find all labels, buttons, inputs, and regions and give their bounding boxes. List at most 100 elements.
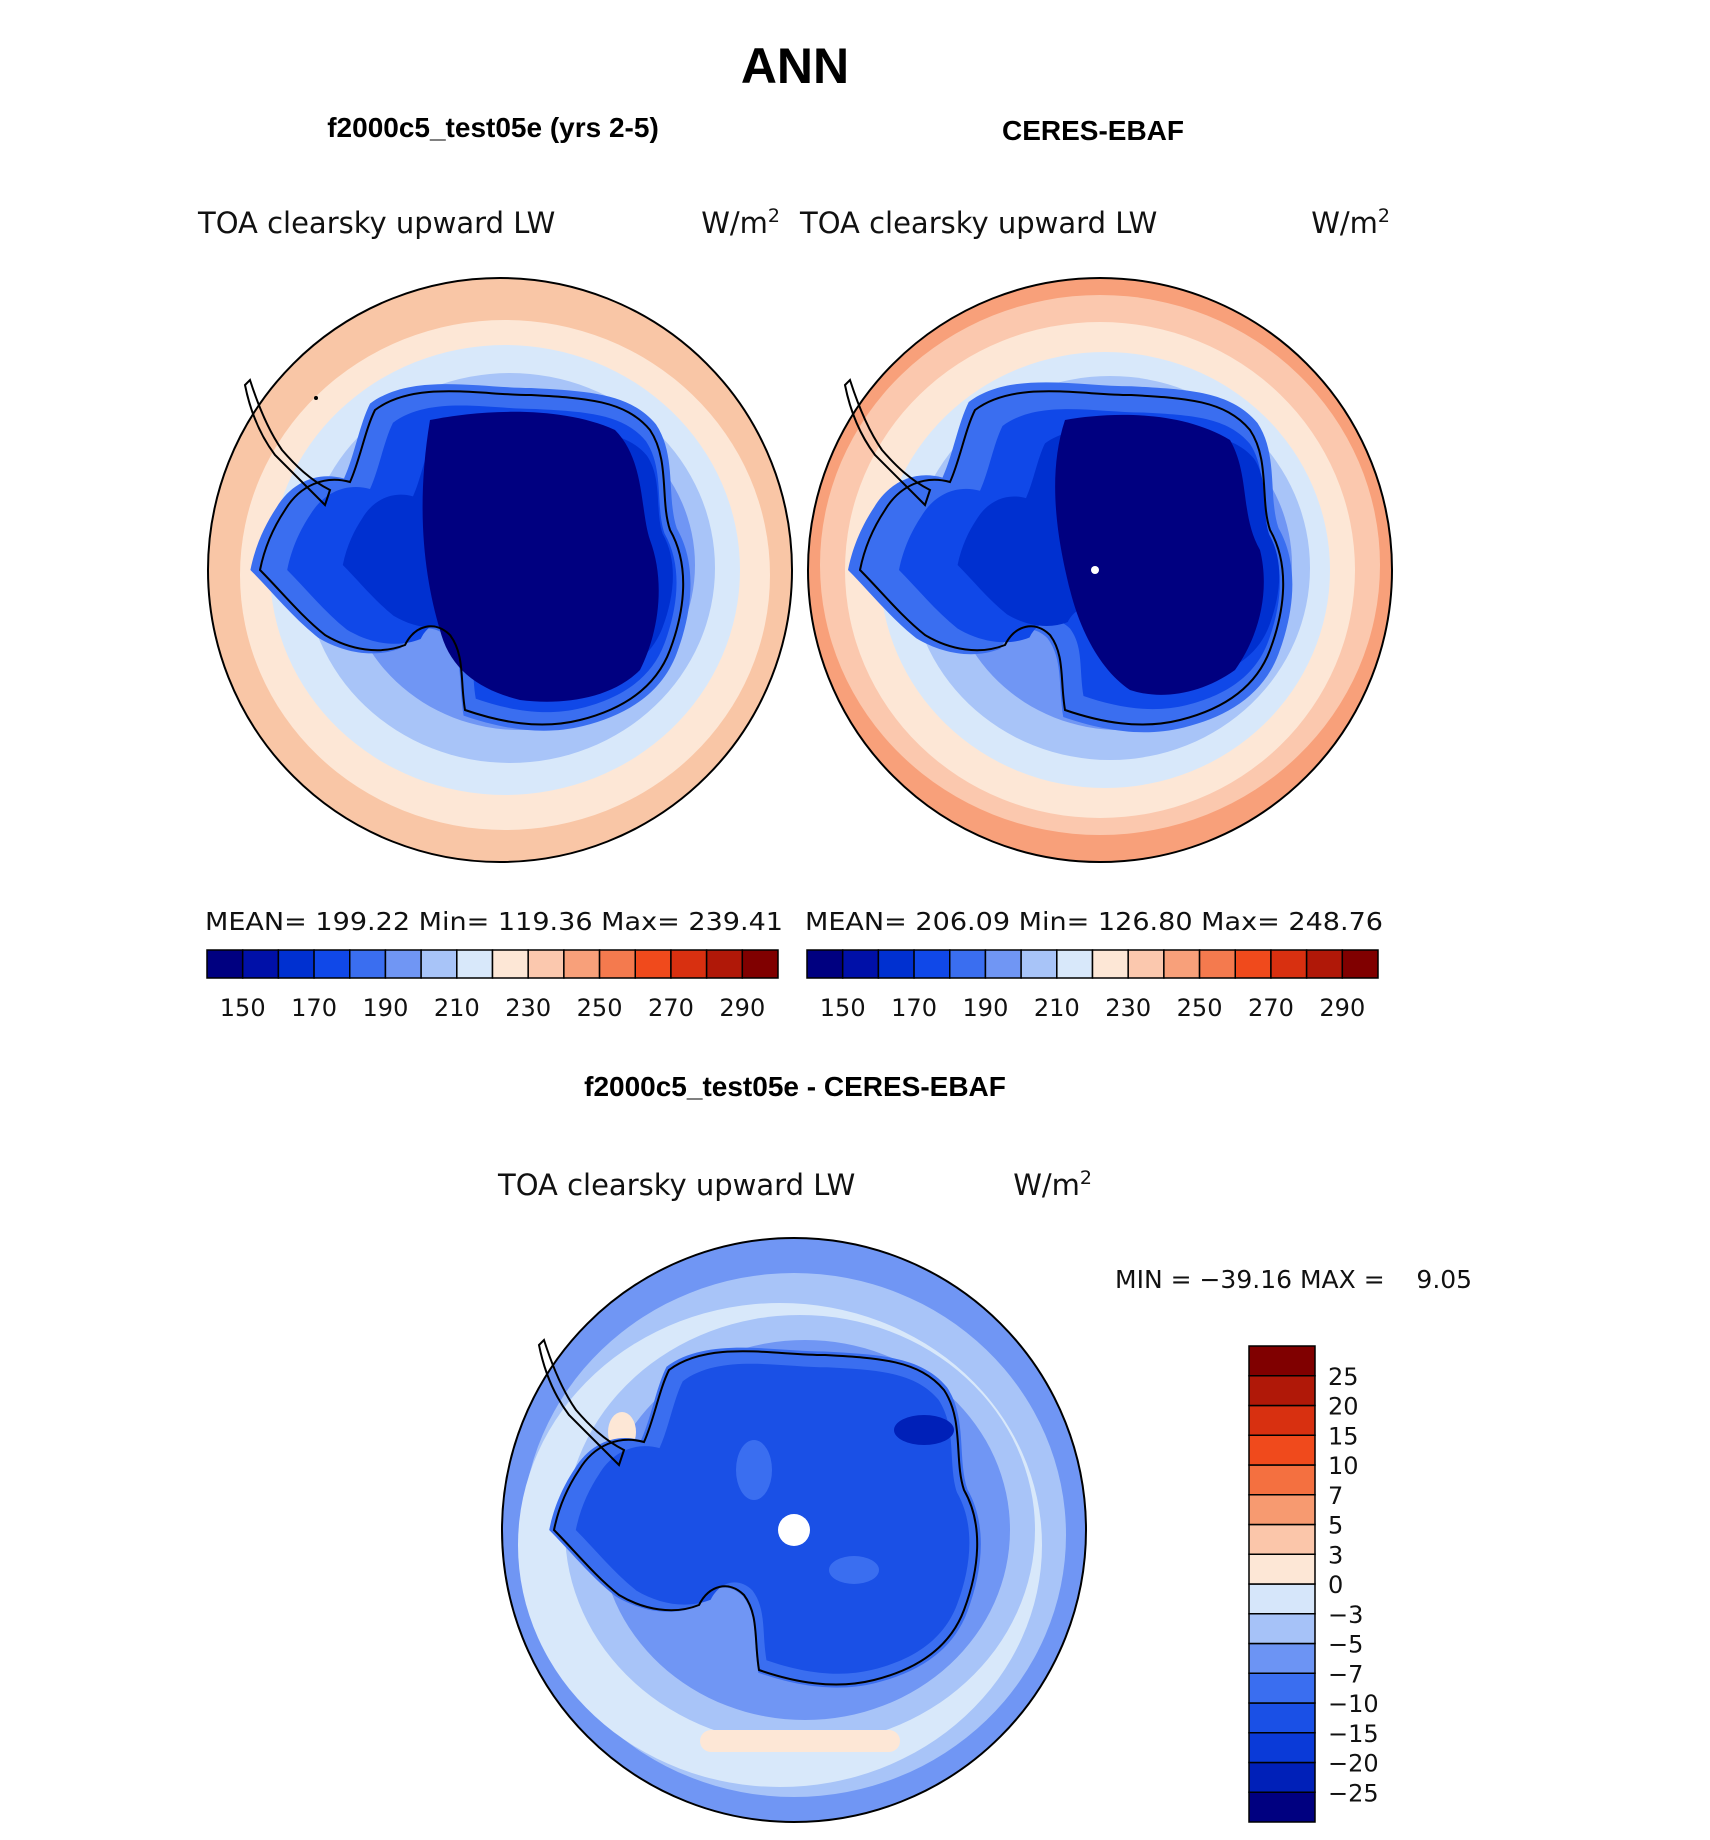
colorbar-tick-label: 230 bbox=[1105, 994, 1151, 1022]
colorbar-swatch bbox=[1248, 1613, 1316, 1645]
colorbar-swatch bbox=[206, 949, 244, 979]
colorbar-tick-label: 230 bbox=[505, 994, 551, 1022]
map-model-border bbox=[207, 277, 793, 863]
colorbar-swatch bbox=[1127, 949, 1165, 979]
colorbar-swatch bbox=[277, 949, 315, 979]
colorbar-swatch bbox=[1163, 949, 1201, 979]
colorbar-tick-label: 190 bbox=[963, 994, 1009, 1022]
colorbar-tick-label: 5 bbox=[1328, 1512, 1343, 1540]
colorbar-swatch bbox=[705, 949, 744, 979]
colorbar-swatch bbox=[1270, 949, 1308, 979]
colorbar-tick-label: 250 bbox=[1177, 994, 1223, 1022]
colorbar-swatch bbox=[1234, 949, 1272, 979]
colorbar-swatch bbox=[1248, 1642, 1316, 1674]
colorbar-tick-label: 3 bbox=[1328, 1541, 1343, 1569]
colorbar-tick-label: −5 bbox=[1328, 1631, 1363, 1659]
colorbar-swatch bbox=[1248, 1553, 1316, 1585]
colorbar-swatch bbox=[241, 949, 280, 979]
colorbar-swatch bbox=[349, 949, 387, 979]
panel-diff-units: W/m2 bbox=[1013, 1167, 1092, 1202]
panel-diff: f2000c5_test05e - CERES-EBAF TOA clearsk… bbox=[497, 1071, 1472, 1823]
panel-obs-stats: MEAN= 206.09 Min= 126.80 Max= 248.76 bbox=[805, 907, 1383, 936]
colorbar-swatch bbox=[1341, 949, 1379, 979]
colorbar-swatch bbox=[1198, 949, 1236, 979]
colorbar-swatch bbox=[1248, 1732, 1316, 1764]
colorbar-swatch bbox=[1056, 949, 1094, 979]
colorbar-tick-label: 170 bbox=[891, 994, 937, 1022]
colorbar-swatch bbox=[1248, 1404, 1316, 1436]
colorbar-swatch bbox=[1248, 1523, 1316, 1555]
colorbar-swatch bbox=[1248, 1494, 1316, 1526]
colorbar-tick-label: 290 bbox=[1319, 994, 1365, 1022]
colorbar-tick-label: 250 bbox=[577, 994, 623, 1022]
colorbar-swatch bbox=[1248, 1434, 1316, 1466]
colorbar-swatch bbox=[1248, 1761, 1316, 1793]
colorbar-tick-label: 170 bbox=[291, 994, 337, 1022]
panel-obs: CERES-EBAF TOA clearsky upward LW W/m2 M… bbox=[799, 115, 1393, 1022]
colorbar-swatch bbox=[384, 949, 422, 979]
units-exponent: 2 bbox=[768, 205, 780, 227]
colorbar-tick-label: −20 bbox=[1328, 1750, 1379, 1778]
map-model bbox=[208, 278, 792, 862]
panel-model-units: W/m2 bbox=[701, 205, 780, 240]
diff-minmax: MIN = −39.16 MAX = 9.05 bbox=[1115, 1265, 1472, 1294]
map-obs bbox=[808, 278, 1392, 862]
units-exponent: 2 bbox=[1080, 1167, 1092, 1189]
colorbar-swatch bbox=[984, 949, 1022, 979]
colorbar-tick-label: 270 bbox=[1248, 994, 1294, 1022]
colorbar-swatch bbox=[598, 949, 636, 979]
panel-obs-header: CERES-EBAF bbox=[1002, 115, 1184, 146]
colorbar-swatch bbox=[1248, 1791, 1316, 1823]
colorbar-swatch bbox=[456, 949, 494, 979]
colorbar-swatch bbox=[741, 949, 779, 979]
colorbar-tick-label: 0 bbox=[1328, 1571, 1343, 1599]
colorbar-tick-label: 210 bbox=[1034, 994, 1080, 1022]
colorbar-tick-label: 290 bbox=[719, 994, 765, 1022]
colorbar-swatch bbox=[877, 949, 915, 979]
colorbar-swatch bbox=[1248, 1375, 1316, 1407]
panel-diff-header: f2000c5_test05e - CERES-EBAF bbox=[584, 1071, 1006, 1102]
colorbar-swatch bbox=[313, 949, 351, 979]
panel-model-variable: TOA clearsky upward LW bbox=[197, 206, 555, 240]
panel-obs-units: W/m2 bbox=[1311, 205, 1390, 240]
colorbar-tick-label: 190 bbox=[363, 994, 409, 1022]
colorbar-swatch bbox=[913, 949, 951, 979]
colorbar-tick-label: 210 bbox=[434, 994, 480, 1022]
colorbar-swatch bbox=[1248, 1345, 1316, 1377]
colorbar-swatch bbox=[1248, 1702, 1316, 1734]
colorbar-tick-label: −7 bbox=[1328, 1660, 1363, 1688]
colorbar-tick-label: −25 bbox=[1328, 1779, 1379, 1807]
main-title: ANN bbox=[741, 38, 849, 94]
colorbar-obs: 150 170 190 210 230 250 270 290 bbox=[806, 949, 1379, 1022]
colorbar-swatch bbox=[1248, 1464, 1316, 1496]
colorbar-tick-label: 270 bbox=[648, 994, 694, 1022]
units-exponent: 2 bbox=[1378, 205, 1390, 227]
colorbar-swatch bbox=[841, 949, 880, 979]
colorbar-swatch bbox=[1020, 949, 1058, 979]
colorbar-tick-label: −10 bbox=[1328, 1690, 1379, 1718]
colorbar-tick-label: 20 bbox=[1328, 1393, 1359, 1421]
colorbar-swatch bbox=[527, 949, 565, 979]
map-diff bbox=[502, 1238, 1086, 1822]
map-diff-border bbox=[501, 1237, 1087, 1823]
colorbar-swatch bbox=[420, 949, 458, 979]
colorbar-swatch bbox=[1248, 1672, 1316, 1704]
colorbar-swatch bbox=[563, 949, 601, 979]
colorbar-swatch bbox=[634, 949, 672, 979]
colorbar-swatch bbox=[806, 949, 844, 979]
colorbar-tick-label: 15 bbox=[1328, 1422, 1359, 1450]
map-obs-border bbox=[807, 277, 1393, 863]
colorbar-tick-label: 25 bbox=[1328, 1363, 1359, 1391]
panel-model-stats: MEAN= 199.22 Min= 119.36 Max= 239.41 bbox=[205, 907, 783, 936]
panel-diff-variable: TOA clearsky upward LW bbox=[497, 1168, 855, 1202]
panel-obs-variable: TOA clearsky upward LW bbox=[799, 206, 1157, 240]
colorbar-swatch bbox=[670, 949, 708, 979]
colorbar-swatch bbox=[1091, 949, 1129, 979]
colorbar-tick-label: 150 bbox=[820, 994, 866, 1022]
colorbar-swatch bbox=[1248, 1583, 1316, 1615]
colorbar-tick-label: 7 bbox=[1328, 1482, 1343, 1510]
colorbar-swatch bbox=[1305, 949, 1344, 979]
colorbar-tick-label: 10 bbox=[1328, 1452, 1359, 1480]
